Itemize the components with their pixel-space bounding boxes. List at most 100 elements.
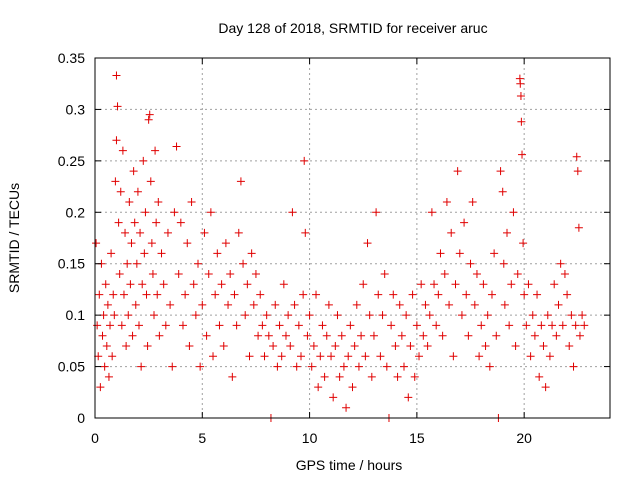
y-tick-label: 0.35 [58, 50, 85, 66]
data-point [102, 342, 111, 350]
data-point [264, 331, 273, 340]
data-point [565, 342, 574, 350]
data-point [148, 270, 157, 278]
data-point [569, 362, 578, 371]
data-point [260, 352, 269, 361]
data-point [457, 311, 466, 320]
data-point [436, 249, 445, 258]
data-point [554, 300, 563, 309]
data-point [485, 362, 494, 371]
data-point [339, 362, 348, 371]
data-point [483, 311, 492, 320]
data-point [198, 300, 207, 309]
data-point [425, 311, 434, 320]
data-point [573, 167, 582, 176]
data-point [200, 228, 209, 237]
data-point [324, 300, 333, 309]
data-point [185, 342, 194, 350]
data-point [159, 280, 168, 289]
data-point [143, 342, 152, 350]
y-tick-label: 0.3 [66, 101, 86, 117]
data-point [541, 383, 550, 392]
data-point [101, 280, 110, 289]
data-point [552, 331, 561, 340]
data-point [206, 208, 215, 217]
data-point [481, 342, 490, 350]
data-point [499, 259, 508, 268]
data-point [309, 342, 318, 350]
data-point [194, 259, 202, 268]
data-point [492, 331, 501, 340]
data-point [258, 321, 267, 330]
data-point [327, 352, 336, 361]
data-point [516, 92, 525, 101]
data-point [376, 352, 385, 361]
data-points [92, 71, 589, 422]
data-point [363, 239, 372, 248]
data-point [507, 280, 516, 289]
data-point [110, 311, 119, 320]
data-point [374, 290, 383, 299]
data-point [178, 321, 187, 330]
data-point [221, 239, 230, 248]
data-point [122, 342, 131, 350]
data-point [320, 372, 329, 381]
data-point [174, 270, 183, 278]
data-point [369, 331, 378, 340]
data-point [453, 167, 462, 176]
data-point [217, 280, 226, 289]
data-point [170, 208, 179, 217]
data-point [440, 270, 449, 278]
data-point [314, 383, 323, 392]
data-point [181, 290, 190, 299]
data-point [151, 146, 160, 155]
data-point [359, 280, 368, 289]
data-point [346, 321, 355, 330]
data-point [460, 218, 469, 227]
data-point [107, 249, 116, 258]
data-point [522, 321, 531, 330]
data-point [139, 156, 148, 165]
data-point [147, 239, 156, 248]
data-point [228, 372, 237, 381]
data-point [357, 331, 366, 340]
data-point [299, 290, 308, 299]
data-point [518, 150, 527, 159]
data-point [503, 228, 511, 237]
data-point [189, 280, 198, 289]
data-point [172, 142, 181, 151]
data-point [301, 228, 310, 237]
data-point [406, 342, 415, 350]
data-point [558, 321, 567, 330]
data-point [134, 321, 143, 330]
data-point [145, 110, 154, 119]
data-point [273, 362, 282, 371]
data-point [395, 300, 404, 309]
data-point [138, 280, 147, 289]
data-point [249, 300, 258, 309]
data-point [168, 362, 177, 371]
data-point [535, 372, 544, 381]
data-point [410, 372, 419, 381]
data-point [475, 352, 484, 361]
data-point [517, 117, 526, 126]
data-point [247, 249, 256, 258]
data-point [543, 311, 552, 320]
chart-title: Day 128 of 2018, SRMTID for receiver aru… [218, 20, 487, 36]
data-point [234, 228, 243, 237]
data-point [154, 198, 163, 206]
data-point [490, 249, 499, 258]
data-point [380, 270, 389, 278]
data-point [550, 280, 559, 289]
data-point [243, 280, 252, 289]
data-point [137, 362, 146, 371]
data-point [281, 331, 290, 340]
data-point [530, 331, 539, 340]
data-point [204, 270, 213, 278]
data-point [524, 280, 533, 289]
data-point [241, 311, 250, 320]
data-point [155, 331, 164, 340]
data-point [438, 331, 447, 340]
data-point [132, 259, 141, 268]
